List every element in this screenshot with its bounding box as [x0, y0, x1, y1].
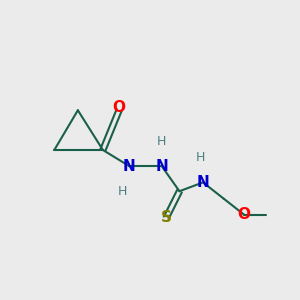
Text: N: N	[155, 159, 168, 174]
Text: H: H	[157, 135, 167, 148]
Text: S: S	[161, 210, 172, 225]
Text: O: O	[112, 100, 126, 115]
Text: O: O	[238, 207, 251, 222]
Text: H: H	[117, 185, 127, 198]
Text: N: N	[123, 159, 136, 174]
Text: H: H	[195, 151, 205, 164]
Text: N: N	[196, 175, 209, 190]
